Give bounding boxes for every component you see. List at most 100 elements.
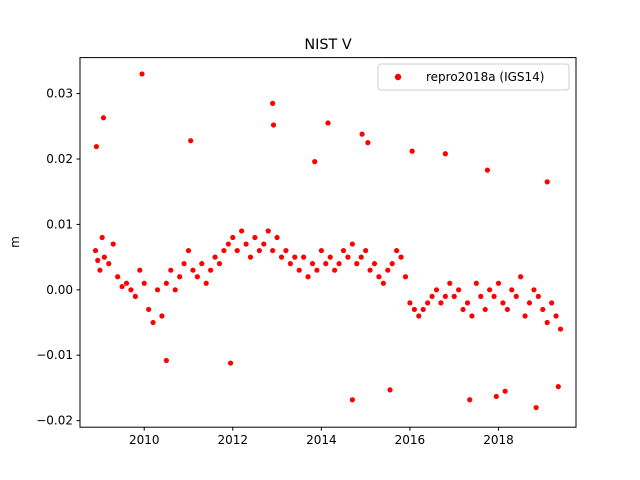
data-point: [504, 306, 510, 313]
data-point: [287, 261, 293, 267]
data-point: [119, 283, 125, 290]
legend: repro2018a (IGS14): [377, 63, 570, 91]
data-point: [420, 306, 426, 313]
data-point: [363, 247, 369, 254]
y-tick-label: 0.02: [46, 152, 73, 166]
data-point: [239, 228, 245, 234]
data-point: [456, 287, 462, 293]
data-point: [159, 313, 165, 319]
data-point: [203, 280, 209, 286]
data-point: [447, 280, 453, 286]
data-point: [154, 287, 161, 293]
data-point: [312, 159, 318, 165]
data-point: [407, 300, 413, 306]
data-point: [460, 306, 466, 313]
x-tick-label: 2012: [218, 433, 249, 447]
y-axis: −0.02 −0.01 0.00 0.01 0.02 0.03: [36, 87, 80, 428]
data-point: [442, 151, 448, 157]
data-point: [531, 287, 537, 293]
y-axis-label: m: [8, 236, 22, 248]
data-point: [212, 254, 218, 260]
legend-box: [377, 63, 570, 91]
data-point: [227, 360, 234, 366]
y-tick-label: −0.02: [36, 414, 73, 428]
data-point: [429, 293, 435, 299]
data-point: [323, 261, 329, 267]
data-point: [247, 254, 254, 260]
data-point: [115, 274, 121, 280]
data-point: [544, 319, 550, 326]
data-point: [92, 247, 99, 254]
data-point: [172, 287, 178, 293]
data-point: [163, 357, 169, 364]
data-point: [141, 280, 147, 286]
data-point: [491, 293, 497, 299]
data-point: [292, 254, 298, 260]
data-point: [256, 247, 262, 254]
data-point: [509, 287, 515, 293]
data-point: [296, 267, 302, 273]
data-point: [97, 267, 103, 273]
data-point: [367, 267, 373, 273]
data-point: [557, 326, 564, 332]
data-point: [332, 267, 338, 273]
data-point: [433, 287, 440, 293]
data-point: [478, 293, 484, 299]
data-point: [177, 274, 183, 280]
data-point: [518, 274, 524, 280]
plot-frame: [79, 57, 577, 428]
data-point: [128, 287, 134, 293]
data-point: [234, 247, 240, 254]
data-point: [540, 306, 546, 313]
data-point: [150, 319, 156, 326]
data-point: [146, 306, 152, 313]
data-point: [349, 397, 355, 403]
data-point: [123, 280, 130, 286]
data-point: [467, 397, 473, 403]
data-point: [416, 313, 422, 319]
x-axis: 2010 2012 2014 2016 2018: [129, 427, 514, 447]
data-point: [301, 254, 307, 260]
y-tick-label: 0.03: [46, 87, 73, 101]
data-point: [168, 267, 174, 273]
data-point: [502, 388, 508, 394]
data-point: [252, 234, 258, 241]
data-point: [500, 300, 506, 306]
data-point: [132, 293, 138, 299]
data-point: [327, 254, 333, 260]
data-point: [442, 293, 448, 299]
data-point: [305, 274, 311, 280]
data-point: [349, 241, 355, 247]
data-point: [225, 241, 231, 247]
data-point: [438, 300, 444, 306]
y-tick-label: 0.00: [46, 283, 73, 297]
data-point: [336, 261, 342, 267]
data-point: [110, 241, 116, 247]
x-tick-label: 2014: [306, 433, 337, 447]
data-point: [385, 267, 391, 273]
data-point: [402, 274, 409, 280]
data-point: [387, 387, 393, 393]
data-point: [451, 293, 457, 299]
data-point: [535, 293, 541, 299]
data-point: [340, 247, 347, 254]
data-point: [181, 261, 187, 267]
data-point: [190, 267, 196, 273]
data-point: [261, 241, 267, 247]
chart-title: NIST V: [304, 37, 352, 53]
data-point: [493, 393, 499, 400]
data-point: [274, 234, 280, 241]
data-point: [318, 247, 324, 254]
data-point: [469, 313, 475, 319]
data-point: [411, 306, 417, 313]
data-point: [137, 267, 143, 273]
data-point: [522, 313, 528, 319]
data-point: [487, 287, 493, 293]
data-point: [398, 254, 404, 260]
data-point: [533, 404, 539, 411]
points-layer: [92, 71, 564, 411]
data-point: [549, 300, 555, 306]
data-point: [482, 306, 488, 313]
data-point: [265, 228, 271, 234]
